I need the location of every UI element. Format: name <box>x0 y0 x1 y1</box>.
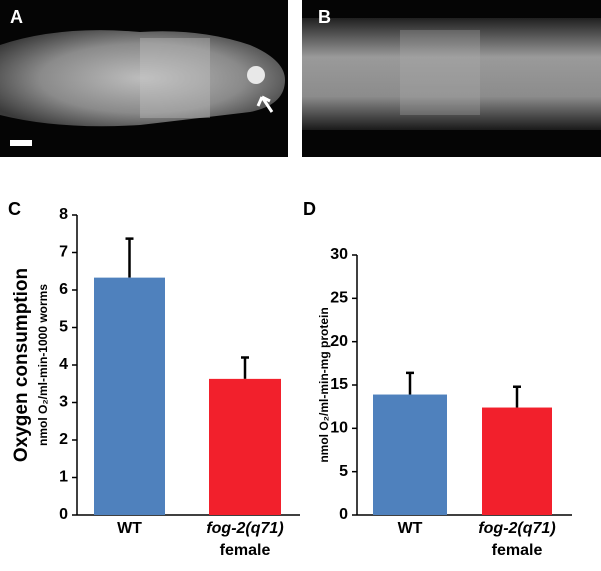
y-axis-subtitle: nmol O₂/ml-min-1000 worms <box>36 284 50 446</box>
y-tick-label: 7 <box>59 244 68 261</box>
y-tick-label: 6 <box>59 281 68 298</box>
panel-label: C <box>8 199 21 219</box>
y-tick-label: 1 <box>59 469 68 486</box>
panel-label: A <box>10 7 23 27</box>
y-tick-label: 15 <box>330 376 348 393</box>
y-tick-label: 5 <box>339 463 348 480</box>
micrograph-b <box>302 0 601 157</box>
y-axis-title: Oxygen consumption <box>11 268 32 462</box>
y-tick-label: 0 <box>59 506 68 523</box>
bar <box>94 277 165 515</box>
bar <box>482 407 552 515</box>
y-tick-label: 8 <box>59 206 68 223</box>
y-axis-subtitle: nmol O₂/ml-min-mg protein <box>317 307 331 462</box>
x-tick-label: WT <box>398 520 423 537</box>
bar <box>209 378 281 515</box>
y-tick-label: 4 <box>59 356 68 373</box>
y-tick-label: 5 <box>59 319 68 336</box>
y-tick-label: 2 <box>59 431 68 448</box>
panel-label: D <box>303 199 316 219</box>
micrograph-a <box>0 0 288 157</box>
y-tick-label: 0 <box>339 506 348 523</box>
x-tick-label: fog-2(q71) female <box>478 520 555 559</box>
bar <box>373 394 447 515</box>
x-tick-label: fog-2(q71) female <box>206 520 283 559</box>
y-tick-label: 10 <box>330 420 348 437</box>
y-tick-label: 30 <box>330 246 348 263</box>
x-tick-label: WT <box>117 520 142 537</box>
panel-label: B <box>318 7 331 27</box>
y-tick-label: 25 <box>330 290 348 307</box>
y-tick-label: 3 <box>59 394 68 411</box>
y-tick-label: 20 <box>330 333 348 350</box>
